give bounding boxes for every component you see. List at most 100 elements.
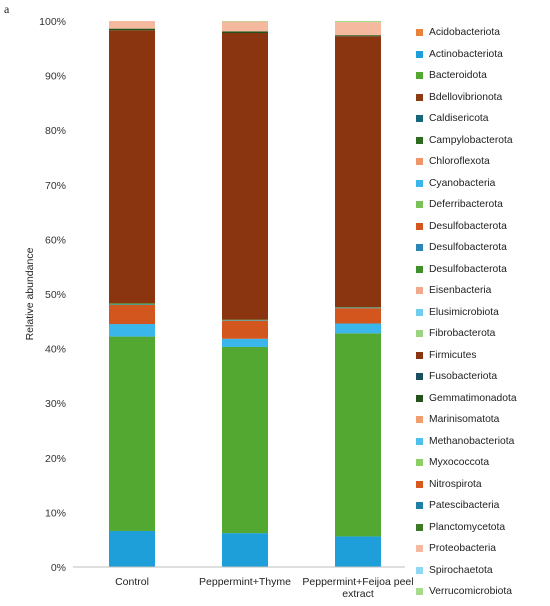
category-labels: Control Peppermint+Thyme Peppermint+Feijoa…	[115, 576, 414, 600]
legend-item: Desulfobacterota	[416, 216, 550, 238]
legend-label: Desulfobacterota	[429, 263, 507, 275]
legend-item: Cyanobacteria	[416, 173, 550, 195]
legend-swatch	[416, 394, 423, 402]
y-tick-label: 20%	[45, 453, 66, 465]
legend-label: Firmicutes	[429, 349, 477, 361]
bar-segment	[222, 33, 268, 320]
legend-item: Actinobacteriota	[416, 44, 550, 66]
legend-label: Proteobacteria	[429, 543, 496, 555]
legend: Acidobacteriota Actinobacteriota Bacteroid…	[416, 22, 550, 603]
legend-swatch	[416, 115, 423, 123]
bar-segment	[109, 30, 155, 304]
legend-label: Bdellovibrionota	[429, 91, 503, 103]
y-tick-label: 90%	[45, 71, 66, 83]
legend-label: Caldisericota	[429, 113, 489, 125]
y-axis-title-text: Relative abundance	[24, 247, 36, 340]
legend-item: Fibrobacterota	[416, 323, 550, 345]
y-axis-title: Relative abundance	[24, 247, 36, 340]
legend-label: Actinobacteriota	[429, 48, 503, 60]
legend-swatch	[416, 265, 423, 273]
bar-segment	[109, 336, 155, 531]
legend-item: Desulfobacterota	[416, 259, 550, 281]
legend-swatch	[416, 502, 423, 510]
legend-label: Fusobacteriota	[429, 371, 498, 383]
bar-segment	[335, 308, 381, 324]
legend-swatch	[416, 566, 423, 574]
legend-item: Planctomycetota	[416, 517, 550, 539]
bar-segment	[335, 323, 381, 334]
legend-label: Patescibacteria	[429, 500, 500, 512]
legend-label: Desulfobacterota	[429, 242, 507, 254]
y-axis-tick-labels: 0% 10% 20% 30% 40% 50% 60% 70% 80% 90% 100%	[39, 16, 66, 574]
legend-item: Spirochaetota	[416, 560, 550, 582]
legend-item: Myxococcota	[416, 452, 550, 474]
bar-segment	[335, 35, 381, 37]
legend-swatch	[416, 93, 423, 101]
legend-swatch	[416, 179, 423, 187]
panel-label: a	[4, 2, 10, 16]
x-category-label: extract	[342, 588, 374, 600]
legend-item: Eisenbacteria	[416, 280, 550, 302]
legend-swatch	[416, 330, 423, 338]
legend-swatch	[416, 29, 423, 37]
bar-segment	[109, 530, 155, 567]
legend-item: Chloroflexota	[416, 151, 550, 173]
bar-segment	[335, 36, 381, 308]
legend-item: Verrucomicrobiota	[416, 581, 550, 603]
bar-segment	[109, 21, 155, 29]
bar-segment	[222, 320, 268, 339]
legend-item: Bdellovibrionota	[416, 87, 550, 109]
legend-item: Nitrospirota	[416, 474, 550, 496]
legend-label: Verrucomicrobiota	[429, 586, 512, 598]
legend-swatch	[416, 545, 423, 553]
legend-label: Campylobacterota	[429, 134, 513, 146]
legend-swatch	[416, 50, 423, 58]
bar-segment	[222, 31, 268, 34]
bar-segment	[109, 304, 155, 305]
legend-swatch	[416, 588, 423, 596]
legend-label: Myxococcota	[429, 457, 490, 469]
bar-segment	[222, 533, 268, 567]
bar-segment	[222, 21, 268, 22]
y-tick-label: 40%	[45, 344, 66, 356]
legend-item: Caldisericota	[416, 108, 550, 130]
legend-item: Marinisomatota	[416, 409, 550, 431]
bar-segment	[109, 28, 155, 31]
bar-segment	[335, 536, 381, 567]
legend-label: Spirochaetota	[429, 564, 493, 576]
legend-label: Fibrobacterota	[429, 328, 496, 340]
legend-label: Desulfobacterota	[429, 220, 507, 232]
y-tick-label: 0%	[51, 562, 66, 574]
legend-item: Desulfobacterota	[416, 237, 550, 259]
legend-swatch	[416, 244, 423, 252]
legend-swatch	[416, 158, 423, 166]
legend-swatch	[416, 480, 423, 488]
y-tick-label: 50%	[45, 289, 66, 301]
x-category-label: Peppermint+Feijoa peel	[302, 576, 413, 588]
legend-item: Campylobacterota	[416, 130, 550, 152]
legend-swatch	[416, 459, 423, 467]
bars	[109, 21, 381, 567]
x-category-label: Control	[115, 576, 149, 588]
legend-swatch	[416, 416, 423, 424]
legend-item: Gemmatimonadota	[416, 388, 550, 410]
legend-label: Gemmatimonadota	[429, 392, 517, 404]
legend-label: Planctomycetota	[429, 521, 506, 533]
y-tick-label: 10%	[45, 507, 66, 519]
bar-segment	[222, 21, 268, 32]
legend-label: Acidobacteriota	[429, 27, 500, 39]
legend-item: Acidobacteriota	[416, 22, 550, 44]
y-tick-label: 100%	[39, 16, 66, 28]
legend-label: Methanobacteriota	[429, 435, 515, 447]
y-tick-label: 60%	[45, 234, 66, 246]
bar-segment	[335, 307, 381, 309]
bar-segment	[222, 320, 268, 321]
legend-item: Deferribacterota	[416, 194, 550, 216]
legend-label: Deferribacterota	[429, 199, 503, 211]
legend-swatch	[416, 308, 423, 316]
bar-segment	[222, 319, 268, 321]
bar-segment	[222, 338, 268, 347]
bar-segment	[335, 333, 381, 537]
legend-item: Firmicutes	[416, 345, 550, 367]
